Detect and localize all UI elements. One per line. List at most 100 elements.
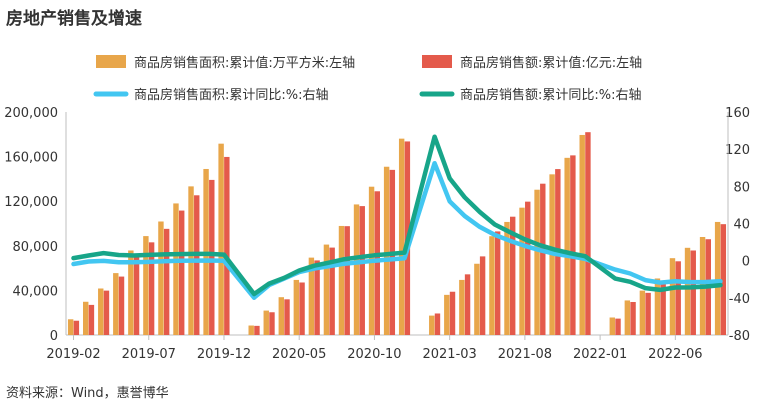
bar-sales-2019-06 bbox=[133, 256, 140, 335]
bar-sales-2021-05 bbox=[479, 256, 486, 335]
bar-sales-2019-03 bbox=[88, 304, 95, 335]
bar-sales-2020-02 bbox=[254, 325, 260, 335]
legend-swatch-2 bbox=[422, 55, 452, 68]
source-note: 资料来源：Wind，惠誉博华 bbox=[6, 386, 169, 401]
y-right-tick-label: 0 bbox=[742, 255, 750, 270]
bar-area-2019-03 bbox=[83, 301, 89, 335]
line-sales-yoy bbox=[71, 134, 723, 297]
bar-area-2021-08 bbox=[519, 207, 525, 335]
bar-sales-2020-10 bbox=[374, 191, 380, 335]
bar-area-2020-11 bbox=[383, 166, 390, 335]
bar-area-2021-09 bbox=[534, 189, 540, 335]
bar-sales-2021-04 bbox=[464, 274, 471, 335]
bar-area-2021-12 bbox=[579, 134, 585, 335]
bar-sales-2022-07 bbox=[690, 250, 696, 335]
bar-area-2019-12 bbox=[218, 143, 224, 335]
bar-sales-2021-02 bbox=[434, 313, 441, 335]
chart-title: 房地产销售及增速 bbox=[6, 9, 142, 29]
bar-sales-2019-12 bbox=[224, 156, 230, 335]
bar-sales-2019-04 bbox=[103, 290, 110, 335]
x-tick-label: 2021-08 bbox=[498, 347, 552, 362]
bar-area-2022-07 bbox=[684, 247, 691, 335]
legend-label-1: 商品房销售面积:累计值:万平方米:左轴 bbox=[134, 55, 355, 71]
x-tick-label: 2019-12 bbox=[197, 347, 251, 362]
bar-area-2022-03 bbox=[624, 300, 631, 335]
bar-area-2019-07 bbox=[143, 236, 149, 335]
bar-area-2020-07 bbox=[323, 244, 330, 335]
bar-area-2022-09 bbox=[714, 221, 721, 335]
x-tick-label: 2020-10 bbox=[347, 347, 401, 362]
bar-area-2019-04 bbox=[98, 288, 104, 335]
y-right-tick-label: 80 bbox=[733, 180, 750, 195]
bar-area-2021-07 bbox=[504, 221, 510, 335]
bar-sales-2020-05 bbox=[299, 282, 305, 335]
bar-area-2021-03 bbox=[444, 294, 450, 335]
bar-sales-2022-05 bbox=[660, 280, 666, 335]
bar-sales-2019-05 bbox=[118, 276, 125, 335]
bar-sales-2019-08 bbox=[163, 228, 170, 335]
bar-area-2020-05 bbox=[293, 279, 300, 335]
x-tick-label: 2021-03 bbox=[422, 347, 476, 362]
bar-sales-2020-03 bbox=[269, 312, 275, 335]
bar-area-2022-05 bbox=[654, 278, 661, 335]
bar-sales-2019-10 bbox=[194, 195, 200, 335]
legend-label-2: 商品房销售额:累计值:亿元:左轴 bbox=[460, 55, 642, 71]
bar-sales-2021-12 bbox=[585, 132, 591, 335]
bar-area-2020-03 bbox=[263, 310, 269, 335]
y-right-tick-label: 40 bbox=[733, 218, 750, 233]
bar-sales-2020-07 bbox=[329, 247, 335, 335]
bar-sales-2020-09 bbox=[359, 206, 365, 335]
x-tick-label: 2020-05 bbox=[272, 347, 326, 362]
bar-sales-2020-04 bbox=[284, 299, 290, 335]
bar-sales-2021-09 bbox=[540, 183, 546, 335]
bar-sales-2022-06 bbox=[675, 261, 681, 335]
y-left-tick-label: 0 bbox=[50, 329, 58, 344]
bar-sales-2021-07 bbox=[509, 216, 516, 335]
x-tick-label: 2019-02 bbox=[46, 347, 100, 362]
legend-label-4: 商品房销售额:累计同比:%:右轴 bbox=[460, 87, 642, 103]
x-tick-label: 2022-06 bbox=[648, 347, 702, 362]
bar-area-2019-08 bbox=[158, 221, 164, 335]
bar-sales-2022-03 bbox=[630, 301, 636, 335]
bar-sales-2022-09 bbox=[720, 224, 727, 335]
x-tick-label: 2019-07 bbox=[122, 347, 176, 362]
y-left-tick-label: 120,000 bbox=[4, 195, 58, 210]
bar-sales-2019-11 bbox=[209, 179, 215, 335]
y-left-tick-label: 80,000 bbox=[13, 240, 59, 255]
bar-sales-2022-04 bbox=[645, 292, 651, 335]
line-area-yoy bbox=[71, 160, 723, 300]
bar-sales-2021-03 bbox=[449, 291, 456, 335]
bar-area-2022-04 bbox=[639, 290, 646, 335]
y-left-tick-label: 40,000 bbox=[13, 284, 59, 299]
bar-area-2021-02 bbox=[429, 315, 435, 335]
bar-area-2021-11 bbox=[564, 157, 570, 335]
bar-sales-2021-08 bbox=[525, 201, 531, 335]
bar-area-2021-04 bbox=[459, 279, 465, 335]
bar-area-2020-08 bbox=[338, 225, 345, 335]
bar-area-2022-02 bbox=[609, 317, 616, 335]
bar-area-2020-04 bbox=[278, 297, 285, 335]
bar-sales-2021-06 bbox=[494, 231, 501, 335]
y-right-tick-label: 120 bbox=[725, 143, 750, 158]
bar-area-2019-09 bbox=[173, 203, 179, 335]
y-right-tick-label: -40 bbox=[729, 292, 750, 307]
bar-area-2020-12 bbox=[398, 138, 405, 335]
bar-area-2019-02 bbox=[67, 319, 74, 335]
bar-area-2020-06 bbox=[308, 257, 315, 335]
legend-label-3: 商品房销售面积:累计同比:%:右轴 bbox=[134, 87, 329, 103]
y-left-tick-label: 200,000 bbox=[4, 106, 58, 121]
legend-swatch-1 bbox=[96, 55, 126, 68]
bar-area-2020-02 bbox=[248, 325, 254, 335]
bar-sales-2021-11 bbox=[570, 155, 576, 335]
bar-sales-2020-08 bbox=[344, 226, 350, 335]
y-right-tick-label: 160 bbox=[725, 106, 750, 121]
bar-area-2020-09 bbox=[353, 204, 360, 335]
bar-sales-2020-06 bbox=[314, 260, 320, 335]
y-right-tick-label: -80 bbox=[729, 329, 750, 344]
bar-sales-2019-09 bbox=[178, 210, 185, 335]
bar-area-2019-05 bbox=[113, 273, 119, 335]
x-tick-label: 2022-01 bbox=[573, 347, 627, 362]
bar-area-2019-06 bbox=[128, 250, 134, 335]
